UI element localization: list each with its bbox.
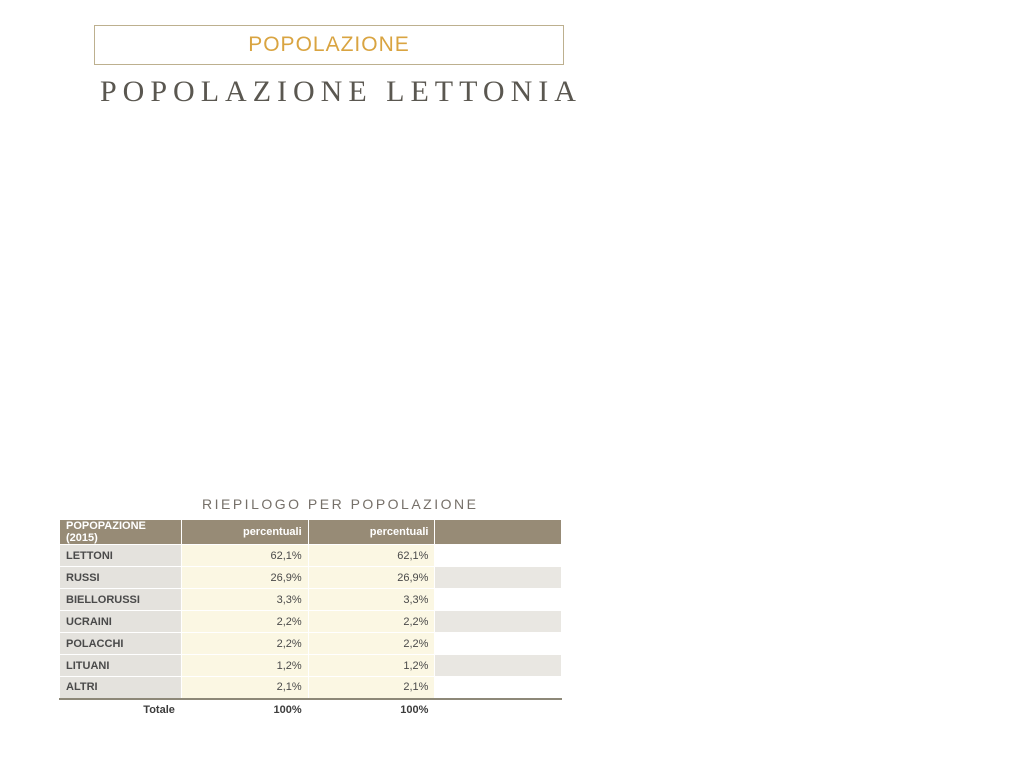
row-value-2: 62,1% — [308, 545, 435, 567]
table-total-row: Totale 100% 100% — [60, 699, 562, 722]
population-table: POPOPAZIONE (2015) percentuali percentua… — [59, 519, 562, 744]
row-value-2: 3,3% — [308, 589, 435, 611]
table-row: LITUANI 1,2% 1,2% — [60, 655, 562, 677]
row-extra — [435, 633, 562, 655]
total-value-2: 100% — [308, 699, 435, 722]
row-value-2: 1,2% — [308, 655, 435, 677]
col-header-percentuali-2: percentuali — [308, 520, 435, 545]
row-extra — [435, 655, 562, 677]
row-value-1: 1,2% — [181, 655, 308, 677]
total-extra — [435, 699, 562, 722]
row-value-2: 26,9% — [308, 567, 435, 589]
row-label: BIELLORUSSI — [60, 589, 182, 611]
table-row: LETTONI 62,1% 62,1% — [60, 545, 562, 567]
row-value-1: 26,9% — [181, 567, 308, 589]
table-row: UCRAINI 2,2% 2,2% — [60, 611, 562, 633]
row-extra — [435, 677, 562, 699]
col-header-percentuali-1: percentuali — [181, 520, 308, 545]
page-title: POPOLAZIONE LETTONIA — [100, 75, 582, 109]
blank-cell — [308, 722, 435, 744]
col-header-empty — [435, 520, 562, 545]
slide-canvas: POPOLAZIONE POPOLAZIONE LETTONIA RIEPILO… — [0, 0, 1024, 768]
row-value-2: 2,2% — [308, 611, 435, 633]
row-value-1: 2,1% — [181, 677, 308, 699]
row-value-2: 2,2% — [308, 633, 435, 655]
badge-label: POPOLAZIONE — [248, 33, 410, 57]
table-header-row: POPOPAZIONE (2015) percentuali percentua… — [60, 520, 562, 545]
row-extra — [435, 567, 562, 589]
summary-heading: RIEPILOGO PER POPOLAZIONE — [202, 496, 478, 512]
row-label: POLACCHI — [60, 633, 182, 655]
row-value-1: 2,2% — [181, 633, 308, 655]
row-label: ALTRI — [60, 677, 182, 699]
table-row: ALTRI 2,1% 2,1% — [60, 677, 562, 699]
row-value-1: 2,2% — [181, 611, 308, 633]
row-value-2: 2,1% — [308, 677, 435, 699]
badge-box: POPOLAZIONE — [94, 25, 564, 65]
total-label: Totale — [60, 699, 182, 722]
blank-cell — [60, 722, 182, 744]
table-body: LETTONI 62,1% 62,1% RUSSI 26,9% 26,9% BI… — [60, 545, 562, 699]
table-row: BIELLORUSSI 3,3% 3,3% — [60, 589, 562, 611]
row-label: UCRAINI — [60, 611, 182, 633]
table-row: RUSSI 26,9% 26,9% — [60, 567, 562, 589]
table-blank-row — [60, 722, 562, 744]
table-row: POLACCHI 2,2% 2,2% — [60, 633, 562, 655]
row-label: RUSSI — [60, 567, 182, 589]
blank-cell — [181, 722, 308, 744]
row-extra — [435, 589, 562, 611]
row-label: LITUANI — [60, 655, 182, 677]
row-value-1: 62,1% — [181, 545, 308, 567]
row-extra — [435, 545, 562, 567]
row-label: LETTONI — [60, 545, 182, 567]
blank-cell — [435, 722, 562, 744]
col-header-label: POPOPAZIONE (2015) — [60, 520, 182, 545]
row-extra — [435, 611, 562, 633]
row-value-1: 3,3% — [181, 589, 308, 611]
total-value-1: 100% — [181, 699, 308, 722]
